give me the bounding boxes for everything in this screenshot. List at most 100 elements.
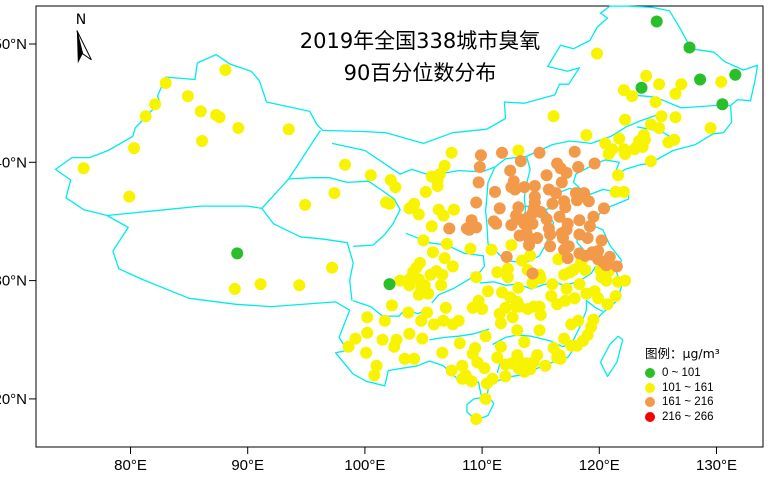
city-point [412, 208, 425, 221]
city-point [576, 334, 589, 347]
city-point [293, 279, 306, 292]
legend-item: 0 ~ 101 [645, 366, 720, 381]
city-point [655, 110, 668, 123]
island-outline [466, 397, 495, 421]
legend-item-label: 216 ~ 266 [662, 410, 714, 423]
city-point [508, 183, 521, 196]
city-point [513, 213, 526, 226]
city-point [402, 306, 415, 319]
city-point [523, 239, 535, 252]
city-point [361, 311, 374, 324]
city-point [446, 318, 459, 331]
city-point [539, 359, 552, 372]
city-point [559, 201, 572, 214]
city-point [555, 176, 568, 189]
city-point [573, 247, 586, 260]
city-point [504, 164, 517, 177]
city-point [528, 190, 541, 203]
city-point [426, 246, 439, 259]
city-point [431, 180, 444, 192]
city-point [514, 155, 527, 168]
city-point [416, 332, 429, 345]
city-point [564, 266, 576, 279]
city-point [715, 75, 728, 88]
city-point [77, 162, 90, 175]
city-point [526, 267, 539, 280]
city-point [588, 157, 601, 170]
province-boundary [484, 166, 496, 223]
legend-dot [645, 382, 655, 393]
city-point [443, 222, 456, 235]
city-point [669, 111, 682, 124]
map-title-line2: 90百分位数分布 [343, 60, 497, 85]
city-point [669, 87, 682, 100]
city-point [417, 234, 430, 247]
legend-title: 图例：μg/m³ [645, 346, 720, 361]
city-point [583, 220, 596, 233]
province-boundary [562, 300, 604, 348]
city-point [349, 332, 362, 345]
city-point [547, 110, 560, 123]
y-tick-label: 20°N [0, 391, 27, 408]
city-point [552, 253, 565, 266]
city-point [527, 300, 540, 313]
city-point [653, 122, 666, 134]
city-point [540, 169, 553, 182]
city-point [491, 351, 504, 364]
city-point [403, 273, 416, 286]
city-point [470, 413, 483, 425]
island-outline [599, 335, 624, 378]
city-point [598, 202, 610, 215]
legend-dot [645, 411, 655, 422]
series-101 ~ 161 [77, 47, 728, 425]
city-point [546, 278, 559, 291]
city-point [464, 242, 477, 255]
city-point [675, 78, 688, 91]
city-point [544, 240, 557, 253]
city-point [389, 181, 402, 194]
province-boundary [288, 177, 401, 247]
city-point [494, 340, 507, 353]
x-tick-label: 90°E [231, 457, 264, 474]
city-point [515, 363, 528, 376]
city-point [478, 362, 491, 375]
city-point [383, 278, 396, 291]
city-point [496, 146, 508, 159]
city-point [592, 245, 605, 257]
city-point [683, 41, 696, 54]
city-point [422, 287, 435, 300]
city-point [210, 109, 223, 121]
city-point [560, 282, 573, 295]
legend-items: 0 ~ 101 101 ~ 161 161 ~ 216 216 ~ 266 [645, 366, 720, 424]
city-point [572, 161, 585, 173]
city-point [470, 271, 483, 284]
city-point [385, 299, 398, 312]
city-point [551, 298, 564, 311]
legend-item-label: 0 ~ 101 [662, 367, 701, 380]
x-tick-label: 120°E [579, 457, 620, 474]
city-point [378, 314, 391, 327]
city-point [494, 317, 507, 330]
city-point [568, 145, 581, 158]
city-point [505, 239, 518, 252]
city-point [531, 232, 544, 244]
city-point [500, 250, 513, 263]
province-boundary [331, 113, 661, 178]
city-point [546, 197, 559, 210]
city-point [489, 185, 501, 198]
city-point [595, 234, 608, 247]
series-161 ~ 216 [443, 145, 623, 280]
x-tick-label: 130°E [696, 457, 737, 474]
series-0 ~ 101 [231, 15, 742, 291]
city-point [551, 351, 564, 364]
city-point [587, 210, 600, 223]
north-arrow-icon [76, 30, 92, 64]
city-point [609, 290, 622, 302]
city-point [196, 135, 208, 147]
city-point [361, 326, 374, 339]
city-point [568, 292, 581, 305]
city-point [558, 243, 571, 256]
city-point [613, 132, 626, 145]
city-point [472, 176, 485, 189]
